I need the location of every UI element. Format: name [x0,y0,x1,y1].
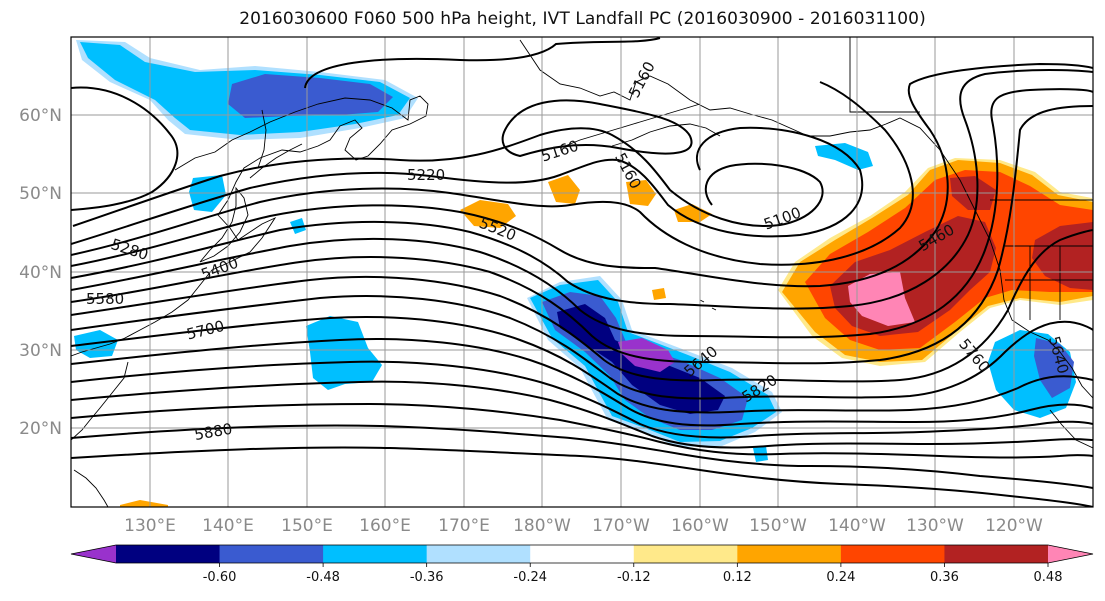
height-contour [71,380,1093,449]
longitude-label: 170°E [438,516,490,536]
longitude-label: 160°E [359,516,411,536]
height-contour [71,360,1093,439]
height-contours [71,37,1093,507]
latitude-label: 40°N [19,263,62,283]
colorbar-tick-label: -0.60 [203,570,237,585]
coastline-aleutians [559,103,701,149]
longitude-label: 120°W [985,516,1043,536]
negative-anomaly-alaska [815,143,873,170]
height-contour [72,127,824,227]
colorbar-tick-label: 0.12 [723,570,752,585]
height-contour [71,295,1093,400]
latitude-label: 30°N [19,341,62,361]
positive-anomaly-small [120,500,168,507]
colorbar-tick-label: 0.24 [826,570,855,585]
coastline-sakhalin [257,109,267,169]
height-contour [71,402,1093,459]
positive-anomaly-small [460,200,516,228]
negative-anomaly-california [1034,338,1074,398]
height-contour [71,126,864,245]
coastline-japan [199,186,249,263]
contour-label: 5220 [407,166,445,184]
longitude-label: 130°E [124,516,176,536]
colorbar-tick-label: 0.36 [930,570,959,585]
map-frame [70,36,1094,508]
negative-anomaly-small [290,218,306,234]
longitude-label: 180°W [513,516,571,536]
latitude-label: 60°N [19,106,62,126]
positive-anomaly-small [674,204,712,222]
height-contour [71,105,1093,365]
height-contour [71,86,179,211]
colorbar-tick-label: 0.48 [1034,570,1063,585]
height-contour [71,424,1093,489]
latitude-label: 20°N [19,419,62,439]
height-contour [71,316,1093,414]
colorbar-tick-label: -0.48 [306,570,340,585]
country-border [849,37,920,113]
colorbar-segment [737,545,842,563]
positive-anomaly-small [652,288,666,300]
height-contour [304,37,661,89]
colorbar-tick-label: -0.36 [410,570,444,585]
colorbar-extend-low [71,545,116,563]
coastline-mexico [1049,409,1093,449]
longitude-label: 140°W [828,516,886,536]
colorbar-segment [116,545,221,563]
coastline-asia [71,95,429,357]
coastline-alaska [519,39,1093,399]
map-title: 2016030600 F060 500 hPa height, IVT Land… [239,9,926,29]
longitude-label: 140°E [202,516,254,536]
longitude-label: 150°E [281,516,333,536]
longitude-label: 130°W [906,516,964,536]
coastline-hawaii [699,299,717,311]
colorbar-segment [323,545,428,563]
contour-label: 5580 [86,290,124,308]
longitude-labels: 130°E 140°E 150°E 160°E 170°E 180°W 170°… [124,516,1043,536]
positive-anomaly-ne-pacific [848,272,915,326]
height-contour [71,69,1093,310]
positive-anomaly-interior [1032,222,1093,290]
height-contour [71,446,1093,507]
colorbar-segment [426,545,531,563]
negative-anomaly-west-pacific [306,316,382,390]
negative-anomaly-siberia [228,74,393,118]
latitude-labels: 60°N 50°N 40°N 30°N 20°N [19,106,62,439]
height-contour [71,81,914,266]
height-contour [501,99,693,158]
height-contour [71,62,1093,288]
negative-anomaly-central-pacific [618,338,675,372]
height-contour [71,88,1093,339]
colorbar-segment [633,545,738,563]
coastline-alaska-peninsula [611,123,721,147]
colorbar-outline [70,544,1094,564]
latitude-label: 50°N [19,184,62,204]
height-contour [71,338,1093,427]
colorbar-segment [840,545,945,563]
colorbar-segment [219,545,324,563]
coastline-philippines [73,469,109,507]
coastlines [71,37,1093,507]
colorbar-segment [530,545,635,563]
positive-anomaly-small [548,175,580,204]
height-contour [71,229,1093,383]
colorbar: -0.60 -0.48 -0.36 -0.24 -0.12 0.12 0.24 0.36 0.4… [70,544,1094,585]
colorbar-tick-label: -0.24 [513,570,547,585]
map-content: 5160 5160 5160 5220 5100 5280 5400 5460 … [71,37,1093,507]
longitude-label: 150°W [749,516,807,536]
coastline-kuril [249,143,303,179]
colorbar-tick-label: -0.12 [617,570,651,585]
longitude-label: 160°W [671,516,729,536]
colorbar-segment [944,545,1049,563]
colorbar-extend-high [1048,545,1093,563]
longitude-label: 170°W [592,516,650,536]
